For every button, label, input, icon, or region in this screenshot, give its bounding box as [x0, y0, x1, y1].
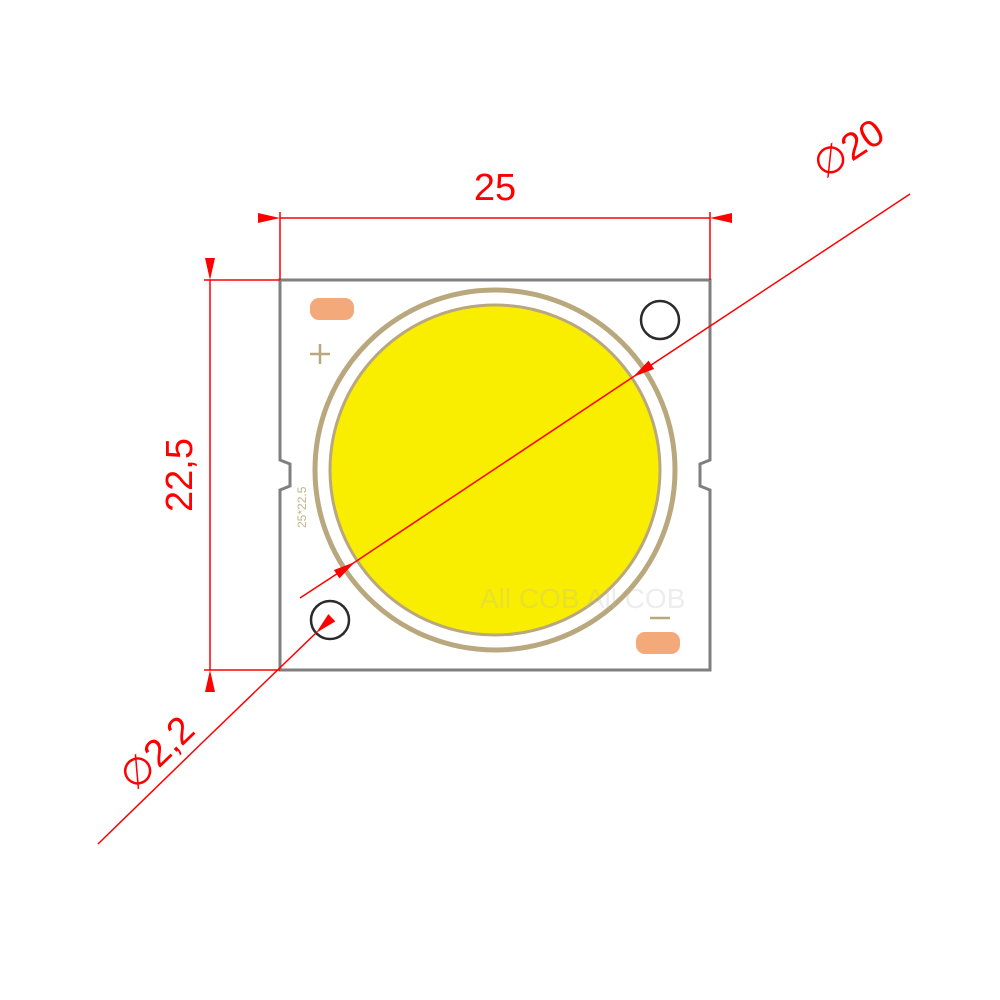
mounting-hole-1 [641, 301, 679, 339]
solder-pad-1 [310, 298, 354, 320]
model-label: 25*22.5 [295, 486, 309, 528]
dim-hole-text: ∅2,2 [112, 709, 203, 799]
dim-height-text: 22,5 [159, 438, 201, 512]
dim-diameter-text: ∅20 [806, 111, 892, 187]
dim-width-text: 25 [474, 167, 516, 209]
dim-hole-leader [98, 633, 316, 844]
arrowhead [205, 670, 215, 692]
watermark-text: All COB All COB [480, 583, 685, 614]
solder-pad-2 [636, 632, 680, 654]
arrowhead [205, 258, 215, 280]
arrowhead [710, 213, 732, 223]
arrowhead [258, 213, 280, 223]
